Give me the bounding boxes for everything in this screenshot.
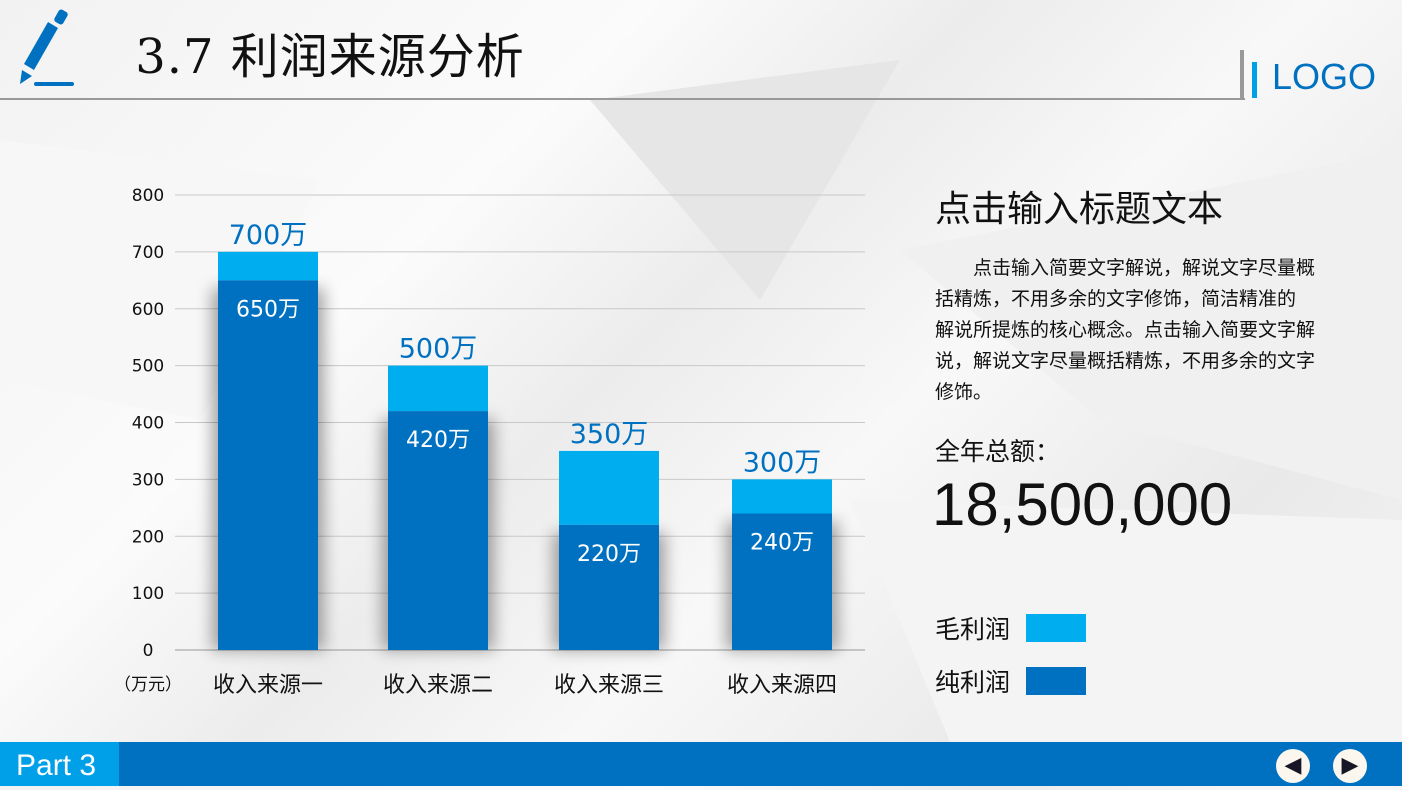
legend-swatch <box>1026 667 1087 695</box>
logo-divider <box>1240 50 1244 98</box>
x-tick-label: 收入来源一 <box>213 673 323 698</box>
bar-gross-profit <box>218 251 318 281</box>
section-title: 点击输入标题文本 <box>935 189 1224 230</box>
x-tick-label: 收入来源二 <box>383 673 493 698</box>
x-tick-label: 收入来源四 <box>727 673 837 698</box>
page-title: 3.7 利润来源分析 <box>135 29 525 85</box>
y-tick-label: 600 <box>132 300 164 320</box>
part-label: Part 3 <box>0 742 119 786</box>
header-divider <box>0 98 1245 100</box>
legend-label: 纯利润 <box>935 668 1011 697</box>
gross-data-label: 350万 <box>570 419 649 450</box>
bar-chart: 0 100 200 300 400 500 600 700 800 （万元） 700万 650万收入来… <box>114 186 865 698</box>
prev-arrow-icon[interactable]: ◀ <box>1276 749 1310 783</box>
unit-label: （万元） <box>114 675 182 695</box>
y-tick-label: 400 <box>132 414 164 434</box>
next-arrow-icon[interactable]: ▶ <box>1333 749 1367 783</box>
y-tick-label: 700 <box>132 243 164 263</box>
footer-bar <box>0 742 1402 786</box>
y-tick-label: 0 <box>143 641 154 661</box>
bar-gross-profit <box>732 479 832 514</box>
net-data-label: 220万 <box>577 542 641 567</box>
bar-net-profit <box>732 513 832 650</box>
legend-net: 纯利润 <box>935 663 1087 699</box>
logo-accent <box>1252 62 1257 98</box>
legend-swatch <box>1026 614 1087 642</box>
bar-net-profit <box>559 524 659 650</box>
y-tick-label: 800 <box>132 186 164 206</box>
x-tick-label: 收入来源三 <box>554 673 664 698</box>
net-data-label: 650万 <box>236 297 300 322</box>
bar-gross-profit <box>559 450 659 525</box>
gross-data-label: 500万 <box>399 334 478 365</box>
net-data-label: 240万 <box>750 531 814 556</box>
y-tick-label: 200 <box>132 527 164 547</box>
pencil-icon <box>20 9 74 86</box>
bar-net-profit <box>388 411 488 650</box>
bar-gross-profit <box>388 365 488 412</box>
bar-net-profit <box>218 280 318 650</box>
legend-label: 毛利润 <box>935 615 1011 644</box>
total-label: 全年总额： <box>935 437 1061 466</box>
section-body: 点击输入简要文字解说，解说文字尽量概括精炼，不用多余的文字修饰，简洁精准的 解说… <box>935 257 1316 403</box>
legend-gross: 毛利润 <box>935 610 1087 646</box>
y-tick-label: 500 <box>132 357 164 377</box>
gross-data-label: 300万 <box>743 447 822 478</box>
logo: LOGO <box>1272 56 1377 97</box>
net-data-label: 420万 <box>406 428 470 453</box>
total-value: 18,500,000 <box>932 471 1233 538</box>
gross-data-label: 700万 <box>229 220 308 251</box>
y-tick-label: 100 <box>132 584 164 604</box>
y-tick-label: 300 <box>132 470 164 490</box>
